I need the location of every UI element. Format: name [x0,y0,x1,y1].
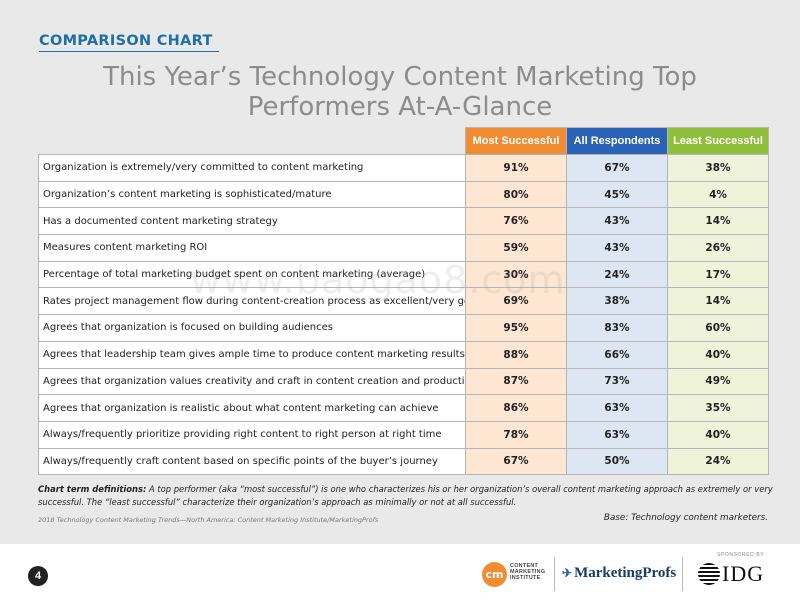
table-row: Measures content marketing ROI 59% 43% 26% [38,234,769,262]
all-respondents-value: 45% [566,180,668,209]
most-successful-value: 88% [465,340,567,369]
least-successful-value: 60% [667,314,769,342]
idg-wordmark: IDG [722,561,765,586]
definitions-label: Chart term definitions: [38,484,147,494]
row-statement: Has a documented content marketing strat… [38,207,466,236]
table-row: Agrees that organization is realistic ab… [38,394,769,422]
cmi-logo: cm CONTENT MARKETING INSTITUTE [482,560,545,590]
table-header-row: Most Successful All Respondents Least Su… [39,127,769,155]
column-header-all-respondents: All Respondents [566,127,668,155]
header-blank [39,128,466,155]
most-successful-value: 95% [465,314,567,342]
section-label: COMPARISON CHART [39,33,213,49]
most-successful-value: 87% [465,367,567,396]
most-successful-value: 91% [465,154,567,182]
sponsored-by-label: SPONSORED BY [717,552,765,558]
table-row: Has a documented content marketing strat… [38,207,769,236]
cmi-line-2: MARKETING [510,569,546,576]
table-body: Organization is extremely/very committed… [38,154,769,476]
row-statement: Organization’s content marketing is soph… [38,180,466,209]
row-statement: Always/frequently prioritize providing r… [38,420,466,449]
least-successful-value: 14% [667,287,769,316]
globe-icon [698,563,720,585]
footer [0,544,800,600]
table-row: Percentage of total marketing budget spe… [38,260,769,289]
most-successful-value: 86% [465,394,567,422]
cmi-line-1: CONTENT [510,563,539,569]
least-successful-value: 4% [667,180,769,209]
marketingprofs-logo: ✈ MarketingProfs [562,565,676,582]
row-statement: Organization is extremely/very committed… [38,154,466,182]
all-respondents-value: 43% [566,234,668,262]
table-row: Rates project management flow during con… [38,287,769,316]
all-respondents-value: 63% [566,420,668,449]
page-number: 4 [28,566,48,586]
row-statement: Agrees that leadership team gives ample … [38,340,466,369]
footer-divider [682,557,683,591]
table-row: Agrees that leadership team gives ample … [38,340,769,369]
most-successful-value: 76% [465,207,567,236]
least-successful-value: 40% [667,420,769,449]
idg-logo: IDG [698,561,764,587]
table-row: Agrees that organization is focused on b… [38,314,769,342]
row-statement: Always/frequently craft content based on… [38,447,466,476]
all-respondents-value: 63% [566,394,668,422]
row-statement: Agrees that organization values creativi… [38,367,466,396]
marketingprofs-wordmark: MarketingProfs [574,565,677,581]
page-title: This Year’s Technology Content Marketing… [103,62,697,122]
table-row: Always/frequently craft content based on… [38,447,769,476]
chart-definitions: Chart term definitions: A top performer … [38,483,773,509]
most-successful-value: 67% [465,447,567,476]
all-respondents-value: 73% [566,367,668,396]
least-successful-value: 35% [667,394,769,422]
table-row: Organization’s content marketing is soph… [38,180,769,209]
section-underline [39,51,219,52]
all-respondents-value: 38% [566,287,668,316]
source-note: 2018 Technology Content Marketing Trends… [38,516,379,524]
all-respondents-value: 67% [566,154,668,182]
table-row: Organization is extremely/very committed… [38,154,769,182]
table-row: Always/frequently prioritize providing r… [38,420,769,449]
page-content: COMPARISON CHART This Year’s Technology … [38,33,773,524]
table-row: Agrees that organization values creativi… [38,367,769,396]
cmi-mark: cm [482,562,507,587]
row-statement: Percentage of total marketing budget spe… [38,260,466,289]
row-statement: Rates project management flow during con… [38,287,466,316]
row-statement: Agrees that organization is focused on b… [38,314,466,342]
least-successful-value: 38% [667,154,769,182]
most-successful-value: 59% [465,234,567,262]
row-statement: Agrees that organization is realistic ab… [38,394,466,422]
bird-icon: ✈ [562,566,573,580]
cmi-wordmark: CONTENT MARKETING INSTITUTE [510,563,545,582]
least-successful-value: 49% [667,367,769,396]
comparison-table: Most Successful All Respondents Least Su… [38,127,769,476]
row-statement: Measures content marketing ROI [38,234,466,262]
most-successful-value: 69% [465,287,567,316]
least-successful-value: 24% [667,447,769,476]
all-respondents-value: 50% [566,447,668,476]
least-successful-value: 14% [667,207,769,236]
all-respondents-value: 83% [566,314,668,342]
all-respondents-value: 24% [566,260,668,289]
footer-divider [554,557,555,591]
most-successful-value: 30% [465,260,567,289]
least-successful-value: 40% [667,340,769,369]
base-note: Base: Technology content marketers. [603,513,768,523]
column-header-most-successful: Most Successful [465,127,567,155]
least-successful-value: 26% [667,234,769,262]
all-respondents-value: 66% [566,340,668,369]
most-successful-value: 80% [465,180,567,209]
least-successful-value: 17% [667,260,769,289]
definitions-text: A top performer (aka “most successful”) … [38,484,773,507]
cmi-line-3: INSTITUTE [510,575,541,582]
column-header-least-successful: Least Successful [667,127,769,155]
most-successful-value: 78% [465,420,567,449]
all-respondents-value: 43% [566,207,668,236]
